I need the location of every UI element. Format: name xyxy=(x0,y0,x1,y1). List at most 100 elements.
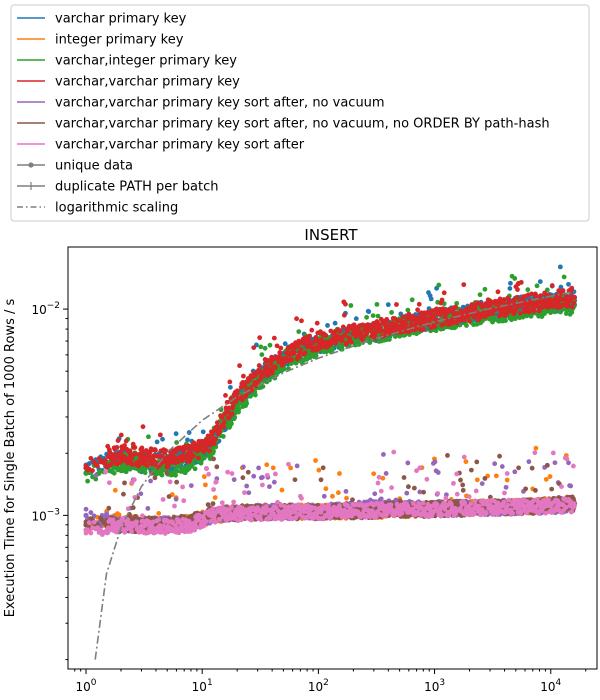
data-point xyxy=(118,432,124,438)
data-point xyxy=(319,337,324,343)
data-point xyxy=(344,340,349,346)
data-point xyxy=(252,373,258,378)
data-point xyxy=(229,411,235,417)
data-point xyxy=(340,324,346,330)
data-point xyxy=(325,323,330,328)
data-point xyxy=(450,319,456,324)
data-point xyxy=(235,388,240,394)
data-point xyxy=(417,489,423,495)
data-point xyxy=(145,505,151,511)
data-point xyxy=(288,465,294,471)
data-point xyxy=(174,468,180,474)
data-point xyxy=(146,434,151,440)
data-point xyxy=(244,401,250,406)
legend-label: varchar,varchar primary key sort after, … xyxy=(55,96,385,111)
data-point xyxy=(225,409,231,415)
data-point xyxy=(112,487,118,493)
data-point xyxy=(525,287,531,293)
data-point xyxy=(348,303,354,308)
data-point xyxy=(405,307,411,313)
data-point xyxy=(453,324,459,330)
data-point xyxy=(496,302,501,308)
data-point xyxy=(374,301,380,307)
data-point xyxy=(262,345,268,351)
data-point xyxy=(454,300,460,306)
data-point xyxy=(538,293,544,299)
data-point xyxy=(571,300,577,306)
data-point xyxy=(268,361,274,367)
legend-item: duplicate PATH per batch xyxy=(17,180,218,195)
data-point xyxy=(316,467,322,473)
data-point xyxy=(241,464,246,470)
data-point xyxy=(528,313,534,319)
data-point xyxy=(211,456,216,462)
data-point xyxy=(278,345,284,351)
data-point xyxy=(375,313,381,319)
data-point xyxy=(385,302,391,308)
data-point xyxy=(569,304,575,310)
data-point xyxy=(495,289,501,295)
data-point xyxy=(296,354,302,360)
data-point xyxy=(113,456,119,461)
data-point xyxy=(296,329,302,334)
data-point xyxy=(517,310,523,316)
data-point xyxy=(271,335,277,341)
data-point xyxy=(441,321,447,327)
data-point xyxy=(477,292,483,298)
data-point xyxy=(302,350,308,356)
data-point xyxy=(212,495,218,500)
data-point xyxy=(267,484,272,490)
data-point xyxy=(210,501,216,507)
data-point xyxy=(337,328,343,334)
data-point xyxy=(569,285,575,291)
data-point xyxy=(432,459,438,465)
data-point xyxy=(294,316,299,322)
data-point xyxy=(154,439,160,445)
data-point xyxy=(400,314,406,320)
data-point xyxy=(482,286,488,292)
data-point xyxy=(464,306,470,311)
data-point xyxy=(371,471,377,477)
data-point xyxy=(364,329,370,334)
data-point xyxy=(259,474,265,480)
data-point xyxy=(111,470,117,476)
data-point xyxy=(351,322,357,328)
data-point xyxy=(88,510,94,515)
data-point xyxy=(547,474,553,479)
data-point xyxy=(160,436,165,442)
data-point xyxy=(383,471,389,476)
data-point xyxy=(332,320,338,326)
data-point xyxy=(307,333,313,339)
data-point xyxy=(467,318,473,324)
data-point xyxy=(223,392,228,398)
data-point xyxy=(464,323,469,328)
data-point xyxy=(415,307,421,313)
data-point xyxy=(499,464,505,469)
data-point xyxy=(292,477,298,483)
data-point xyxy=(372,335,378,341)
data-point xyxy=(211,448,216,454)
data-point xyxy=(173,431,179,437)
data-point xyxy=(195,455,201,461)
legend-label: integer primary key xyxy=(55,33,184,48)
data-point xyxy=(274,343,280,349)
data-point xyxy=(504,477,510,483)
data-point xyxy=(163,448,169,454)
data-point xyxy=(292,350,297,356)
data-point xyxy=(403,322,409,327)
data-point xyxy=(472,306,478,312)
data-point xyxy=(229,421,234,427)
data-point xyxy=(342,332,348,338)
data-point xyxy=(353,316,359,322)
data-point xyxy=(194,442,200,448)
data-point xyxy=(350,497,355,503)
legend-item: integer primary key xyxy=(17,33,184,48)
data-point xyxy=(201,474,207,480)
data-point xyxy=(140,424,146,430)
data-point xyxy=(267,342,273,348)
data-point xyxy=(198,460,204,466)
data-point xyxy=(324,349,329,355)
data-point xyxy=(487,302,493,308)
data-point xyxy=(394,302,399,307)
data-point xyxy=(405,460,411,466)
